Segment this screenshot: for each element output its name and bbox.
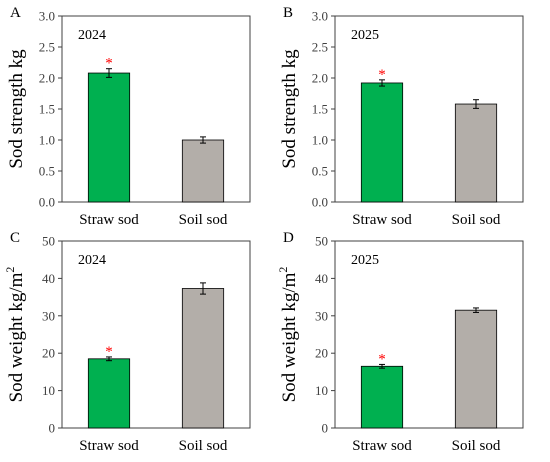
y-axis-title: Sod weight kg/m2 xyxy=(3,267,27,403)
panel-label: B xyxy=(283,5,293,21)
bar-soil-sod xyxy=(454,309,498,429)
significance-marker: * xyxy=(378,67,386,83)
y-tick-label: 0 xyxy=(49,421,56,436)
y-tick-label: 3.0 xyxy=(312,9,328,24)
y-axis-title-superscript: 2 xyxy=(276,267,290,273)
plot-frame xyxy=(61,240,251,429)
y-axis-title-text: Sod weight kg/m xyxy=(6,272,27,402)
bar-soil-sod xyxy=(454,103,498,203)
y-axis-title: Sod weight kg/m2 xyxy=(276,267,300,403)
y-tick-label: 20 xyxy=(42,346,55,361)
x-category-label: Soil sod xyxy=(452,438,501,454)
chart-panel-c: 0 10 20 30 40 50 * Straw sod Soil sod C 2024 Sod we… xyxy=(3,230,251,454)
x-category-label: Soil sod xyxy=(179,438,228,454)
y-tick-label: 10 xyxy=(42,383,55,398)
x-category-label: Straw sod xyxy=(352,212,412,228)
y-tick-label: 0.5 xyxy=(312,164,328,179)
panel-label: D xyxy=(283,230,294,246)
y-tick-label: 2.5 xyxy=(39,40,55,55)
y-tick-label: 0.5 xyxy=(39,164,55,179)
chart-panel-d: 0 10 20 30 40 50 * Straw sod Soil sod D 2025 Sod we… xyxy=(276,230,524,454)
year-label: 2024 xyxy=(78,253,106,268)
panel-label: C xyxy=(10,230,20,246)
y-tick-label: 2.5 xyxy=(312,40,328,55)
y-tick-label: 50 xyxy=(315,234,328,249)
x-category-label: Soil sod xyxy=(452,212,501,228)
y-axis-title-superscript: 2 xyxy=(3,267,17,273)
year-label: 2024 xyxy=(78,28,106,43)
y-tick-label: 50 xyxy=(42,234,55,249)
bar-straw-sod xyxy=(87,358,131,429)
x-category-label: Soil sod xyxy=(179,212,228,228)
panel-label: A xyxy=(10,5,21,21)
significance-marker: * xyxy=(105,344,113,360)
y-tick-label: 3.0 xyxy=(39,9,55,24)
bar-soil-sod xyxy=(181,139,225,203)
bar-soil-sod xyxy=(181,288,225,429)
bar-straw-sod xyxy=(360,365,404,429)
y-tick-label: 40 xyxy=(42,271,55,286)
y-tick-label: 40 xyxy=(315,271,328,286)
y-axis-title: Sod strength kg xyxy=(279,49,300,169)
chart-panel-b: 0.0 0.5 1.0 1.5 2.0 2.5 3.0 * Straw sod Soil sod B… xyxy=(279,5,524,228)
y-tick-label: 0 xyxy=(322,421,329,436)
y-axis-title-text: Sod strength kg xyxy=(6,49,27,169)
y-tick-label: 1.5 xyxy=(312,102,328,117)
y-tick-label: 1.0 xyxy=(39,133,55,148)
y-tick-label: 1.0 xyxy=(312,133,328,148)
y-tick-label: 2.0 xyxy=(312,71,328,86)
y-tick-label: 0.0 xyxy=(39,195,55,210)
y-tick-label: 30 xyxy=(315,308,328,323)
x-category-label: Straw sod xyxy=(352,438,412,454)
y-tick-label: 1.5 xyxy=(39,102,55,117)
y-tick-label: 20 xyxy=(315,346,328,361)
year-label: 2025 xyxy=(351,253,379,268)
y-tick-label: 0.0 xyxy=(312,195,328,210)
bar-straw-sod xyxy=(360,82,404,203)
chart-panel-a: 0.0 0.5 1.0 1.5 2.0 2.5 3.0 * Straw sod Soil sod A… xyxy=(6,5,251,228)
y-axis-title: Sod strength kg xyxy=(6,49,27,169)
x-category-label: Straw sod xyxy=(79,438,139,454)
y-tick-label: 30 xyxy=(42,308,55,323)
plot-frame xyxy=(334,240,524,429)
y-tick-label: 2.0 xyxy=(39,71,55,86)
y-axis-title-text: Sod weight kg/m xyxy=(279,272,300,402)
y-tick-label: 10 xyxy=(315,383,328,398)
significance-marker: * xyxy=(105,56,113,72)
bar-straw-sod xyxy=(87,72,131,203)
y-axis-title-text: Sod strength kg xyxy=(279,49,300,169)
x-category-label: Straw sod xyxy=(79,212,139,228)
year-label: 2025 xyxy=(351,28,379,43)
significance-marker: * xyxy=(378,351,386,367)
